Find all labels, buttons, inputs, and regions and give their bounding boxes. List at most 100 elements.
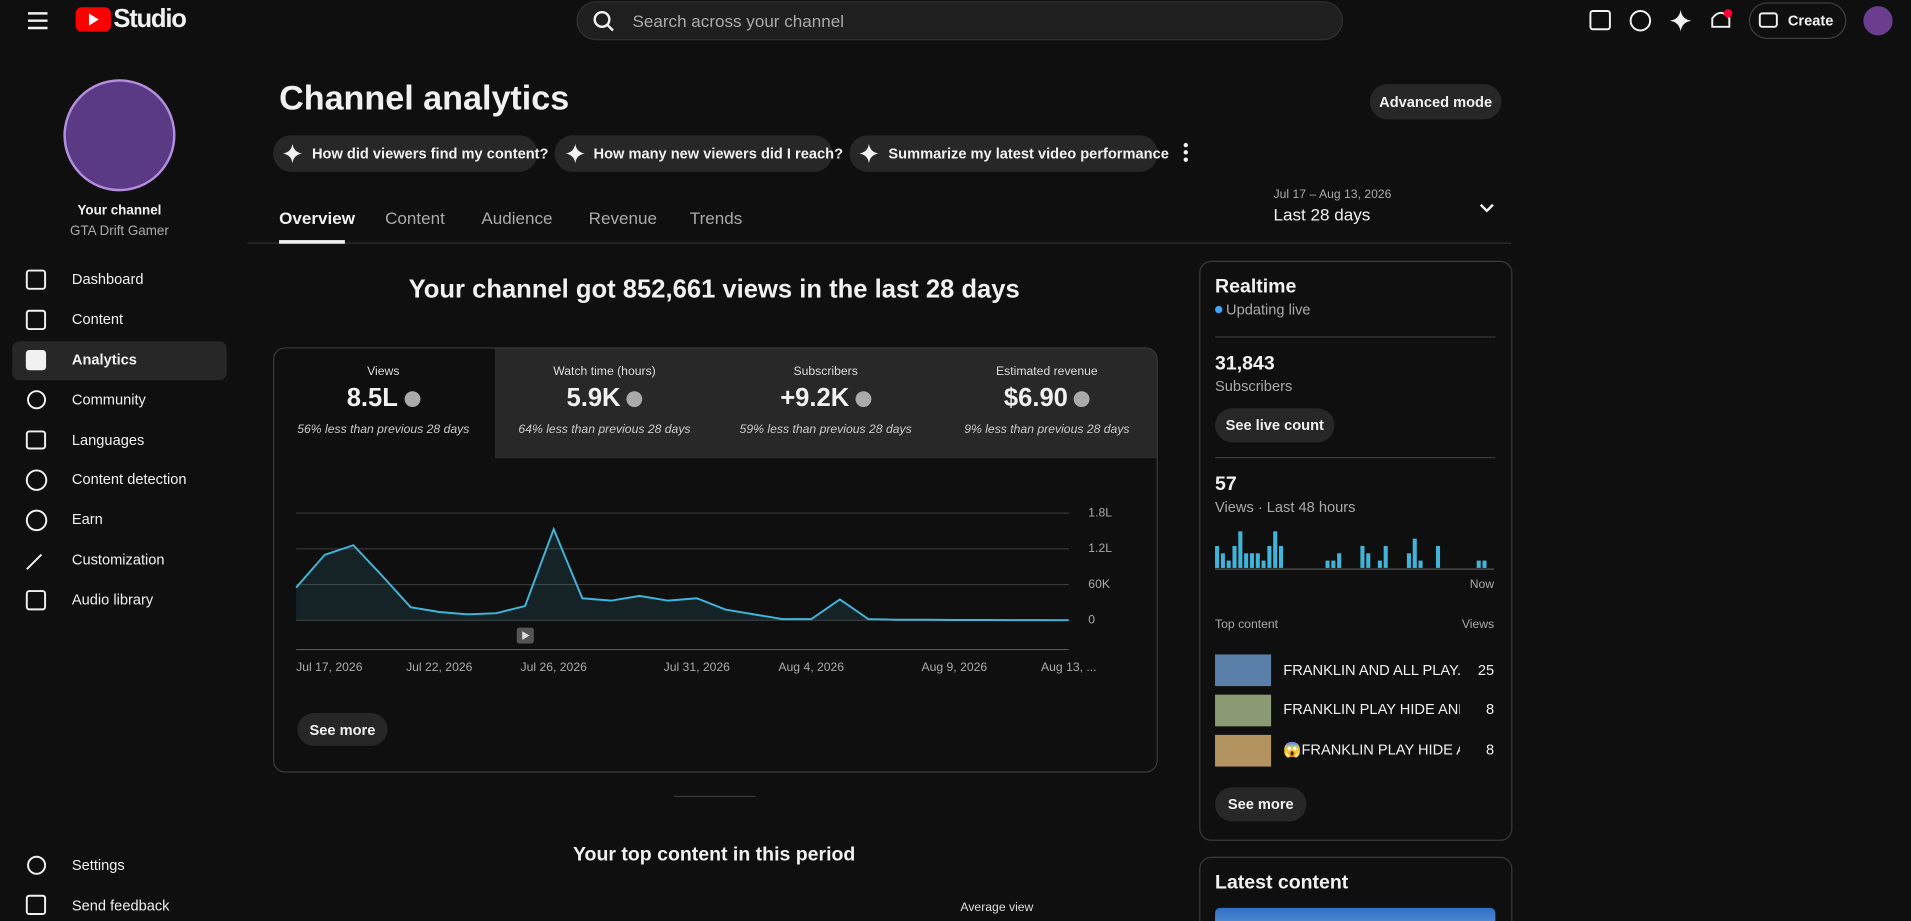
realtime-see-more[interactable]: See more xyxy=(1215,787,1307,822)
top-content-title[interactable]: FRANKLIN AND ALL PLAY... xyxy=(1283,661,1461,679)
tab[interactable]: Revenue xyxy=(588,208,657,228)
tab-underline xyxy=(279,240,345,244)
metric-value[interactable]: 8.5L xyxy=(346,383,398,412)
prompt-chip-label[interactable]: How did viewers find my content? xyxy=(311,145,549,163)
x-tick-label: Aug 13, ... xyxy=(1041,660,1097,674)
nav-item[interactable]: Customization xyxy=(71,550,165,568)
realtime-bar xyxy=(1267,545,1272,568)
top-content-title[interactable]: 😱FRANKLIN PLAY HIDE A... xyxy=(1283,740,1461,759)
channel-avatar[interactable] xyxy=(63,79,176,192)
trend-down-icon xyxy=(1074,391,1090,408)
period[interactable]: Last 28 days xyxy=(1273,204,1371,225)
create-label[interactable]: Create xyxy=(1787,12,1834,30)
search-icon[interactable] xyxy=(593,10,614,32)
realtime-bar xyxy=(1377,560,1382,568)
metric-value[interactable]: +9.2K xyxy=(780,383,850,412)
prompt-chip-label[interactable]: How many new viewers did I reach? xyxy=(593,145,844,163)
realtime-bar xyxy=(1476,560,1481,568)
nav-item[interactable]: Community xyxy=(71,391,146,409)
latest-thumbnail[interactable] xyxy=(1215,907,1496,921)
x-tick-label: Jul 22, 2026 xyxy=(406,660,473,674)
search-box[interactable] xyxy=(576,1,1344,41)
account-avatar[interactable] xyxy=(1863,6,1893,36)
nav-item[interactable]: Analytics xyxy=(71,350,137,369)
realtime-status: Updating live xyxy=(1226,301,1311,319)
date-chevron[interactable] xyxy=(1479,203,1494,213)
channel-name: GTA Drift Gamer xyxy=(70,224,169,239)
bell-icon[interactable] xyxy=(1711,11,1731,28)
latest-content-title: Latest content xyxy=(1215,872,1349,894)
nav-item[interactable]: Earn xyxy=(71,510,103,528)
subscribers-label: Subscribers xyxy=(1215,377,1293,395)
realtime-bar xyxy=(1337,553,1342,568)
prompt-chips[interactable] xyxy=(272,135,1158,172)
search-placeholder[interactable]: Search across your channel xyxy=(632,10,845,31)
realtime-bar xyxy=(1412,538,1417,568)
help-icon[interactable] xyxy=(1629,9,1652,32)
notification-dot xyxy=(1723,9,1733,18)
x-tick-label: Aug 9, 2026 xyxy=(922,660,988,674)
nav-highlight xyxy=(12,341,227,381)
metric-label[interactable]: Watch time (hours) xyxy=(553,365,656,379)
headline: Your channel got 852,661 views in the la… xyxy=(408,275,1020,304)
menu-icon[interactable] xyxy=(28,12,48,30)
x-tick-label: Jul 31, 2026 xyxy=(664,660,731,674)
nav-item[interactable]: Audio library xyxy=(71,591,154,609)
realtime-bar xyxy=(1261,560,1266,568)
charts: 0 60K 1.2L 1.8L Jul 17, 2026 Jul 22, 2026 Jul … xyxy=(295,505,1487,674)
realtime-bar xyxy=(1418,560,1423,568)
metric-label[interactable]: Subscribers xyxy=(793,365,858,379)
video-marker-play xyxy=(522,631,530,640)
see-more-button[interactable]: See more xyxy=(297,712,388,746)
x-tick-label: Jul 17, 2026 xyxy=(296,660,363,674)
top-content-views: 25 xyxy=(1477,661,1495,679)
nav-item[interactable]: Settings xyxy=(71,856,125,874)
metric-label[interactable]: Views xyxy=(367,365,400,379)
prompt-chip-label[interactable]: Summarize my latest video performance xyxy=(888,145,1169,163)
realtime-bar xyxy=(1366,553,1371,568)
realtime-bar xyxy=(1244,553,1249,568)
top-content-views: 8 xyxy=(1485,700,1495,718)
nav-item[interactable]: Content detection xyxy=(71,470,187,488)
realtime-bar xyxy=(1215,545,1220,568)
realtime-bar xyxy=(1325,560,1330,568)
create-button[interactable] xyxy=(1748,2,1847,39)
trend-down-icon xyxy=(855,391,872,408)
create-icon xyxy=(1758,12,1778,28)
feedback-icon[interactable] xyxy=(1589,9,1611,31)
logo-text[interactable]: Studio xyxy=(113,4,187,33)
realtime-bar xyxy=(1406,553,1411,568)
realtime-bar xyxy=(1220,553,1225,568)
logo-play xyxy=(88,13,99,26)
metric-value[interactable]: $6.90 xyxy=(1003,383,1068,412)
top-content-title[interactable]: FRANKLIN PLAY HIDE AND... xyxy=(1283,700,1460,718)
live-count-button[interactable]: See live count xyxy=(1215,408,1335,443)
tabs-divider xyxy=(247,242,1512,244)
metric-label[interactable]: Estimated revenue xyxy=(996,365,1098,379)
tab[interactable]: Audience xyxy=(481,208,553,228)
metric-comparison: 64% less than previous 28 days xyxy=(518,423,691,437)
advanced-mode-button[interactable]: Advanced mode xyxy=(1369,84,1502,120)
y-tick-label: 60K xyxy=(1088,577,1110,591)
more-icon[interactable] xyxy=(1183,142,1188,162)
sparkle-icon[interactable] xyxy=(1669,9,1692,32)
nav-item[interactable]: Send feedback xyxy=(71,896,170,915)
top-content-label: Top content xyxy=(1215,618,1279,632)
tab[interactable]: Overview xyxy=(279,208,355,228)
nav-item[interactable]: Dashboard xyxy=(71,270,144,288)
tab[interactable]: Content xyxy=(385,208,445,228)
tab[interactable]: Trends xyxy=(689,208,743,228)
metric-value[interactable]: 5.9K xyxy=(566,383,621,412)
y-tick-label: 1.2L xyxy=(1088,541,1112,555)
views-area xyxy=(296,529,1069,621)
date-range: Jul 17 – Aug 13, 2026 xyxy=(1273,188,1392,202)
realtime-bar xyxy=(1226,560,1231,568)
latest-content-card xyxy=(1199,856,1513,921)
top-content-thumbnails[interactable] xyxy=(1215,654,1272,767)
nav-item[interactable]: Languages xyxy=(71,431,145,449)
realtime-bar xyxy=(1238,531,1243,568)
now-label: Now xyxy=(1469,578,1495,592)
nav-item[interactable]: Content xyxy=(71,310,124,328)
